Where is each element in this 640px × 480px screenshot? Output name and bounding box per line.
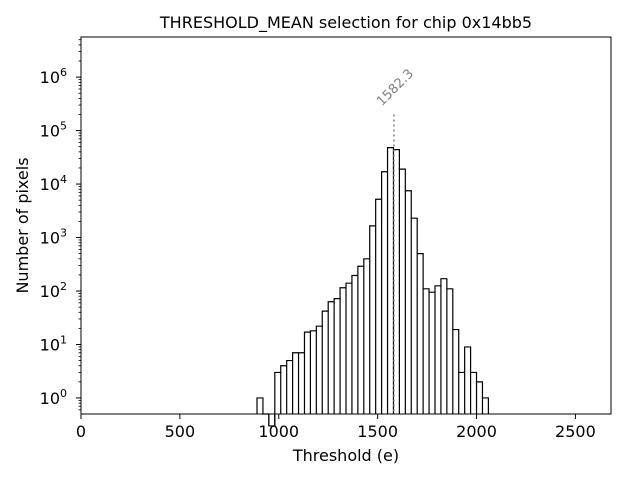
y-tick-label: 101	[40, 333, 67, 354]
x-tick-label: 2000	[456, 422, 497, 441]
y-tick-label: 103	[40, 227, 67, 248]
y-tick-label: 106	[40, 66, 67, 87]
chart-title: THRESHOLD_MEAN selection for chip 0x14bb…	[159, 13, 532, 33]
y-tick-label: 104	[40, 173, 67, 194]
x-tick-label: 500	[165, 422, 196, 441]
plot-frame	[80, 36, 612, 415]
y-tick-label: 100	[40, 387, 67, 408]
x-tick-label: 1000	[258, 422, 299, 441]
y-tick-label: 105	[40, 120, 67, 141]
mean-marker-label: 1582.3	[374, 67, 417, 110]
y-tick-label: 102	[40, 280, 67, 301]
x-tick-label: 1500	[357, 422, 398, 441]
x-axis-title: Threshold (e)	[292, 446, 399, 465]
x-tick-label: 0	[76, 422, 86, 441]
x-tick-label: 2500	[555, 422, 596, 441]
y-axis-title: Number of pixels	[13, 157, 32, 293]
histogram-outline	[256, 147, 489, 427]
plot-area: 1582.3 0 500 1000 1500 2000 2500 100 101 102 103 10…	[13, 13, 612, 465]
